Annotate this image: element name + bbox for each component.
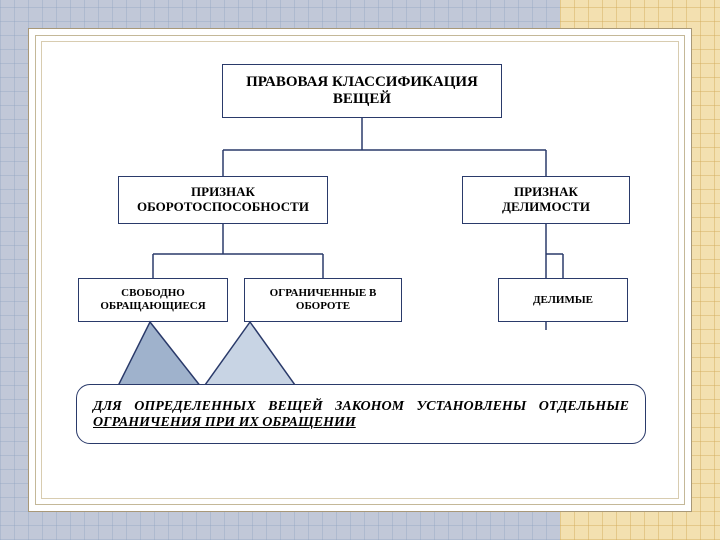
callout-note: ДЛЯ ОПРЕДЕЛЕННЫХ ВЕЩЕЙ ЗАКОНОМ УСТАНОВЛЕ… (76, 384, 646, 444)
node-leaf-2: ОГРАНИЧЕННЫЕ В ОБОРОТЕ (244, 278, 402, 322)
node-leaf-1-label: СВОБОДНО ОБРАЩАЮЩИЕСЯ (85, 287, 221, 312)
node-root-label: ПРАВОВАЯ КЛАССИФИКАЦИЯ ВЕЩЕЙ (229, 74, 495, 109)
node-leaf-2-label: ОГРАНИЧЕННЫЕ В ОБОРОТЕ (251, 287, 395, 312)
node-leaf-3: ДЕЛИМЫЕ (498, 278, 628, 322)
node-root: ПРАВОВАЯ КЛАССИФИКАЦИЯ ВЕЩЕЙ (222, 64, 502, 118)
node-left: ПРИЗНАК ОБОРОТОСПОСОБНОСТИ (118, 176, 328, 224)
node-left-label: ПРИЗНАК ОБОРОТОСПОСОБНОСТИ (125, 185, 321, 215)
node-right: ПРИЗНАК ДЕЛИМОСТИ (462, 176, 630, 224)
node-leaf-3-label: ДЕЛИМЫЕ (533, 294, 593, 307)
callout-prefix: ДЛЯ ОПРЕДЕЛЕННЫХ ВЕЩЕЙ ЗАКОНОМ УСТАНОВЛЕ… (93, 399, 629, 414)
node-leaf-1: СВОБОДНО ОБРАЩАЮЩИЕСЯ (78, 278, 228, 322)
node-right-label: ПРИЗНАК ДЕЛИМОСТИ (469, 185, 623, 215)
callout-underlined: ОГРАНИЧЕНИЯ ПРИ ИХ ОБРАЩЕНИИ (93, 415, 356, 430)
